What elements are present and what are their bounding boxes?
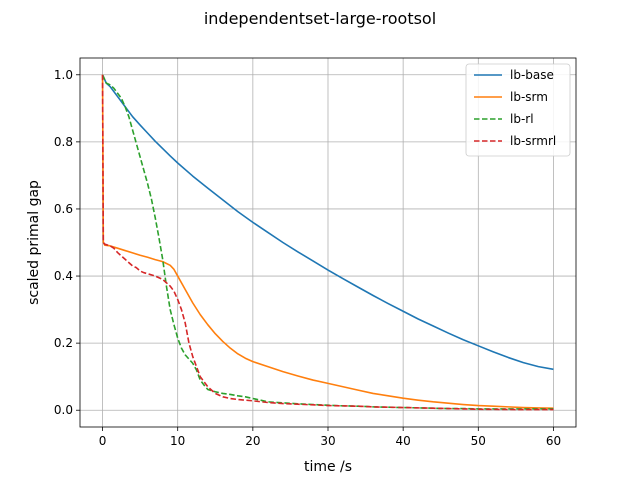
y-axis-label: scaled primal gap [26,180,42,305]
y-tick-label: 0.8 [54,135,73,149]
legend-label-lb-srmrl: lb-srmrl [510,134,556,148]
y-tick-label: 0.4 [54,269,73,283]
x-tick-label: 20 [245,434,260,448]
series-line-lb-srm [101,74,554,410]
y-tick-label: 0.6 [54,202,73,216]
x-ticks: 0 10 20 30 40 50 60 [99,427,561,448]
series-line-lb-srmrl [101,74,554,411]
series-lines [101,74,554,411]
x-tick-label: 60 [546,434,561,448]
legend-label-lb-rl: lb-rl [510,112,534,126]
x-tick-label: 50 [471,434,486,448]
x-tick-label: 30 [320,434,335,448]
legend-label-lb-srm: lb-srm [510,90,548,104]
grid-lines [80,58,576,427]
legend-box [465,63,571,157]
series-line-lb-rl [101,74,554,410]
legend-label-lb-base: lb-base [510,68,554,82]
legend: lb-base lb-srm lb-rl lb-srmrl [465,63,571,157]
y-tick-label: 0.2 [54,336,73,350]
x-tick-label: 0 [99,434,107,448]
x-tick-label: 10 [170,434,185,448]
y-tick-label: 1.0 [54,68,73,82]
y-ticks: 0.0 0.2 0.4 0.6 0.8 1.0 [54,68,80,417]
x-axis-label: time /s [304,459,352,475]
x-tick-label: 40 [396,434,411,448]
series-line-lb-base [101,74,554,371]
chart-title: independentset-large-rootsol [204,9,436,28]
y-tick-label: 0.0 [54,403,73,417]
